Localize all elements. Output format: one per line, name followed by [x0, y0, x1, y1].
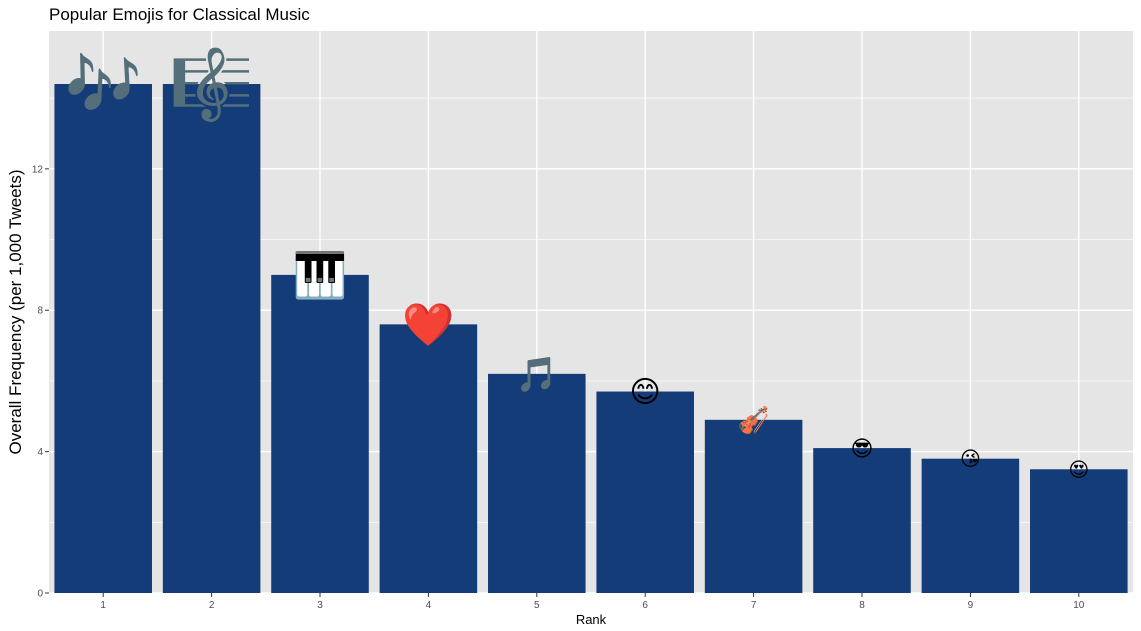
y-tick-label: 12 [32, 164, 44, 175]
bar-rank-2 [162, 84, 261, 594]
x-tick-label: 9 [968, 600, 974, 611]
emoji-marker-5: 🎵 [516, 355, 558, 395]
emoji-markers: 🎶 🎼 🎹 ❤️ 🎵 😊 🎻 😎 😘 😍 [65, 46, 1090, 481]
emoji-marker-7: 🎻 [737, 405, 769, 436]
x-tick-label: 8 [859, 600, 865, 611]
emoji-marker-2: 🎼 [169, 46, 254, 125]
bar-rank-5 [488, 373, 586, 593]
x-tick-label: 10 [1073, 600, 1085, 611]
bar-rank-7 [704, 419, 803, 593]
x-axis: 1 2 3 4 5 6 7 8 9 10 [100, 593, 1085, 611]
y-axis-title: Overall Frequency (per 1,000 Tweets) [6, 169, 25, 454]
x-tick-label: 5 [534, 600, 540, 611]
bars [54, 84, 1128, 594]
y-tick-label: 0 [37, 589, 43, 600]
bar-rank-1 [54, 84, 152, 594]
y-axis: 0 4 8 12 [32, 164, 49, 600]
x-axis-title: Rank [576, 612, 607, 627]
y-tick-label: 4 [37, 447, 43, 458]
x-tick-label: 7 [751, 600, 757, 611]
x-tick-label: 2 [209, 600, 215, 611]
emoji-marker-8: 😎 [851, 437, 874, 462]
y-tick-label: 8 [37, 306, 43, 317]
bar-rank-10 [1030, 469, 1128, 593]
bar-rank-4 [379, 324, 478, 593]
emoji-marker-3: 🎹 [293, 250, 348, 301]
bar-rank-3 [271, 274, 369, 593]
x-tick-label: 4 [426, 600, 432, 611]
bar-rank-9 [921, 458, 1020, 593]
bar-rank-6 [596, 391, 694, 593]
x-tick-label: 6 [642, 600, 648, 611]
emoji-marker-6: 😊 [630, 375, 661, 410]
bar-rank-8 [813, 448, 911, 593]
x-tick-label: 3 [317, 600, 323, 611]
chart-title: Popular Emojis for Classical Music [49, 5, 310, 24]
x-tick-label: 1 [100, 600, 106, 611]
emoji-marker-4: ❤️ [402, 300, 455, 349]
emoji-marker-1: 🎶 [65, 48, 142, 121]
emoji-marker-9: 😘 [960, 447, 981, 471]
emoji-marker-10: 😍 [1068, 457, 1089, 481]
